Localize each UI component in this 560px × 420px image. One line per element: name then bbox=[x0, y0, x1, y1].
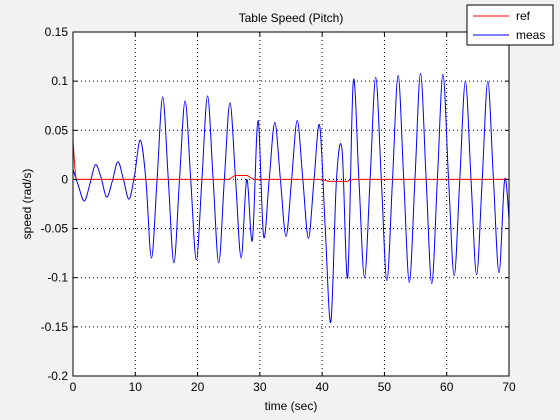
plot-area bbox=[73, 32, 509, 376]
y-tick-label: 0.05 bbox=[45, 123, 69, 137]
x-tick-label: 0 bbox=[70, 380, 77, 394]
x-tick-label: 20 bbox=[191, 380, 205, 394]
x-tick-label: 40 bbox=[315, 380, 329, 394]
chart-title: Table Speed (Pitch) bbox=[239, 11, 344, 25]
tick-marks bbox=[72, 31, 510, 377]
y-axis-label: speed (rad/s) bbox=[20, 169, 34, 240]
x-tick-labels: 0 10 20 30 40 50 60 70 bbox=[70, 380, 516, 394]
legend: ref meas bbox=[466, 4, 554, 46]
series-lines bbox=[72, 72, 510, 323]
y-tick-label: 0 bbox=[61, 172, 68, 186]
y-tick-label: -0.1 bbox=[47, 271, 68, 285]
legend-label-ref: ref bbox=[516, 9, 531, 23]
axes-border bbox=[72, 31, 510, 377]
axes-frame bbox=[72, 31, 510, 377]
x-tick-label: 70 bbox=[502, 380, 516, 394]
y-tick-label: -0.15 bbox=[41, 320, 69, 334]
series-line-ref bbox=[72, 140, 509, 182]
x-tick-label: 10 bbox=[129, 380, 143, 394]
y-tick-label: 0.15 bbox=[45, 25, 69, 39]
x-tick-label: 60 bbox=[440, 380, 454, 394]
legend-box bbox=[466, 4, 554, 46]
y-tick-label: -0.05 bbox=[41, 222, 69, 236]
y-tick-label: -0.2 bbox=[47, 369, 68, 383]
y-tick-label: 0.1 bbox=[51, 74, 68, 88]
x-tick-label: 30 bbox=[253, 380, 267, 394]
x-tick-label: 50 bbox=[378, 380, 392, 394]
y-tick-labels: -0.2 -0.15 -0.1 -0.05 0 0.05 0.1 0.15 bbox=[41, 25, 69, 383]
x-axis-label: time (sec) bbox=[265, 399, 318, 413]
legend-label-meas: meas bbox=[516, 28, 545, 42]
